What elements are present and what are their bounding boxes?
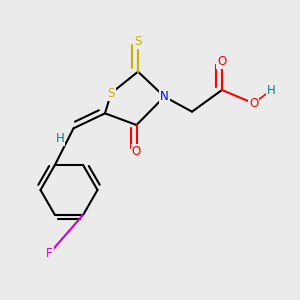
Text: S: S bbox=[134, 35, 142, 48]
Text: O: O bbox=[132, 145, 141, 158]
Text: H: H bbox=[267, 83, 276, 97]
Text: H: H bbox=[56, 132, 64, 145]
Text: N: N bbox=[160, 90, 169, 103]
Text: O: O bbox=[218, 55, 226, 68]
Text: S: S bbox=[107, 87, 115, 100]
Text: F: F bbox=[46, 247, 53, 260]
Text: O: O bbox=[249, 97, 258, 110]
